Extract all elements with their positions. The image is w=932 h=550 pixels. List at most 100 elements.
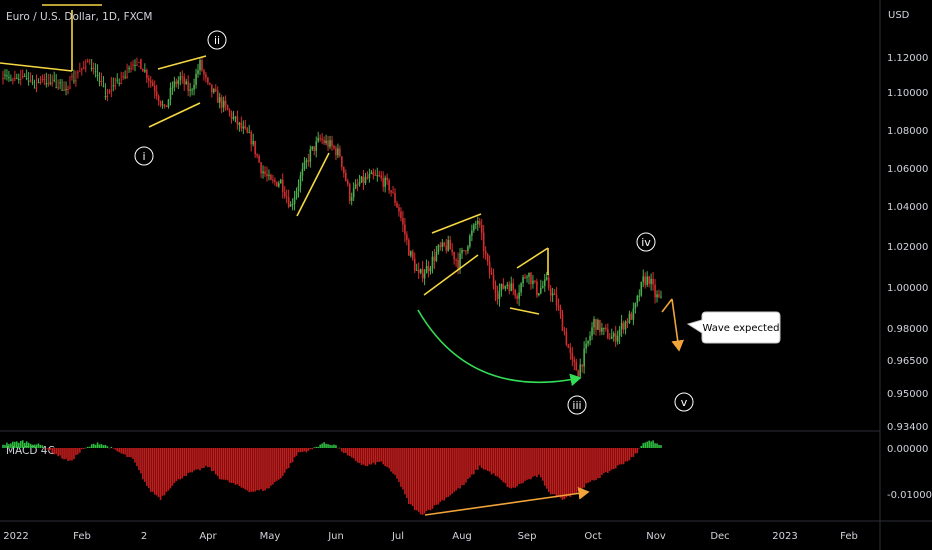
macd-bar bbox=[370, 448, 373, 465]
candle-body bbox=[305, 160, 308, 163]
macd-bar bbox=[321, 443, 323, 448]
macd-bar bbox=[207, 448, 209, 468]
macd-bar bbox=[557, 448, 560, 497]
candle-body bbox=[157, 95, 160, 102]
candle-body bbox=[569, 347, 572, 353]
candle-body bbox=[526, 276, 528, 278]
macd-bar bbox=[421, 448, 424, 515]
time-axis[interactable]: 2022 Feb 2 Apr May Jun Jul Aug Sep Oct Nov Dec 2023 F… bbox=[3, 531, 858, 542]
macd-bar bbox=[417, 448, 420, 512]
candle-body bbox=[372, 172, 375, 175]
candle-body bbox=[77, 72, 79, 74]
macd-bar bbox=[480, 448, 483, 468]
candle-body bbox=[81, 69, 83, 71]
candle-body bbox=[205, 74, 207, 78]
macd-bar bbox=[96, 442, 99, 448]
wave-label-ii[interactable]: ii bbox=[207, 30, 227, 50]
wave-label-v[interactable]: v bbox=[674, 392, 694, 412]
candle-body bbox=[309, 149, 312, 162]
candle-body bbox=[482, 232, 485, 251]
macd-bar bbox=[545, 448, 548, 489]
macd-bar bbox=[601, 448, 603, 475]
macd-bar bbox=[384, 448, 386, 467]
macd-bar bbox=[642, 443, 645, 448]
macd-bar bbox=[23, 442, 26, 448]
macd-bar bbox=[396, 448, 398, 479]
macd-bar bbox=[492, 448, 495, 474]
candle-body bbox=[516, 295, 518, 299]
macd-bar bbox=[303, 448, 306, 452]
candle-body bbox=[406, 234, 408, 241]
macd-bar bbox=[339, 447, 341, 449]
macd-bar bbox=[341, 448, 343, 452]
candle-body bbox=[469, 235, 471, 247]
wave-label-iv[interactable]: iv bbox=[636, 232, 656, 252]
macd-bar bbox=[305, 448, 308, 453]
candle-body bbox=[543, 279, 546, 286]
candle-body bbox=[240, 122, 243, 129]
candle-body bbox=[179, 76, 182, 81]
candle-body bbox=[538, 293, 540, 296]
macd-bar bbox=[593, 448, 595, 481]
candle-body bbox=[648, 276, 650, 284]
macd-bar bbox=[439, 448, 442, 502]
symbol-title[interactable]: Euro / U.S. Dollar, 1D, FXCM bbox=[6, 11, 152, 23]
wave-label-iii[interactable]: iii bbox=[567, 395, 587, 415]
candle-body bbox=[220, 97, 223, 108]
candle-body bbox=[167, 99, 170, 107]
candle-body bbox=[234, 116, 237, 118]
macd-bar bbox=[551, 448, 554, 495]
macd-bar bbox=[587, 448, 589, 483]
wave-label-i[interactable]: i bbox=[134, 146, 154, 166]
macd-bar bbox=[53, 448, 56, 455]
macd-bar bbox=[315, 446, 318, 448]
macd-bar bbox=[453, 448, 455, 492]
macd-bar bbox=[378, 448, 381, 462]
candle-body bbox=[429, 268, 432, 272]
candle-body bbox=[581, 364, 583, 367]
macd-bar bbox=[211, 448, 213, 472]
macd-tick-label: 0.00000 bbox=[887, 444, 928, 455]
wave-expected-callout[interactable]: Wave expected bbox=[686, 311, 781, 344]
macd-bar bbox=[569, 448, 572, 497]
candle-body bbox=[276, 181, 278, 187]
macd-bar bbox=[559, 448, 562, 498]
macd-bar bbox=[238, 448, 241, 487]
candle-body bbox=[605, 327, 607, 329]
macd-histogram bbox=[2, 440, 662, 515]
macd-tick-label: -0.01000 bbox=[887, 490, 932, 501]
time-tick-label: 2 bbox=[141, 531, 147, 542]
macd-bar bbox=[193, 448, 195, 471]
pattern-line bbox=[157, 55, 207, 70]
macd-bar bbox=[599, 448, 601, 478]
candle-body bbox=[534, 280, 536, 282]
macd-bar bbox=[171, 448, 174, 486]
macd-bar bbox=[77, 448, 79, 455]
price-axis[interactable]: 1.12000 1.10000 1.08000 1.06000 1.04000 1.020… bbox=[887, 53, 928, 433]
candle-body bbox=[400, 211, 402, 218]
candle-body bbox=[49, 82, 52, 84]
macd-bar bbox=[648, 440, 650, 448]
candle-body bbox=[660, 296, 662, 298]
macd-bar bbox=[86, 446, 89, 448]
pattern-line bbox=[509, 307, 540, 315]
macd-bar bbox=[589, 448, 591, 482]
candle-body bbox=[603, 327, 605, 329]
macd-bar bbox=[603, 448, 605, 474]
candle-body bbox=[532, 280, 534, 284]
macd-bar bbox=[502, 448, 505, 483]
candle-body bbox=[411, 251, 414, 259]
candle-body bbox=[589, 335, 591, 341]
macd-divergence-line bbox=[424, 487, 590, 516]
macd-bar bbox=[132, 448, 134, 459]
candle-body bbox=[616, 335, 619, 342]
candle-body bbox=[494, 284, 497, 294]
candle-body bbox=[626, 321, 629, 323]
macd-bar bbox=[463, 448, 465, 485]
macd-bar bbox=[658, 444, 660, 448]
macd-bar bbox=[118, 448, 121, 453]
candle-body bbox=[323, 140, 325, 144]
candle-body bbox=[502, 283, 505, 289]
candle-body bbox=[463, 250, 465, 252]
